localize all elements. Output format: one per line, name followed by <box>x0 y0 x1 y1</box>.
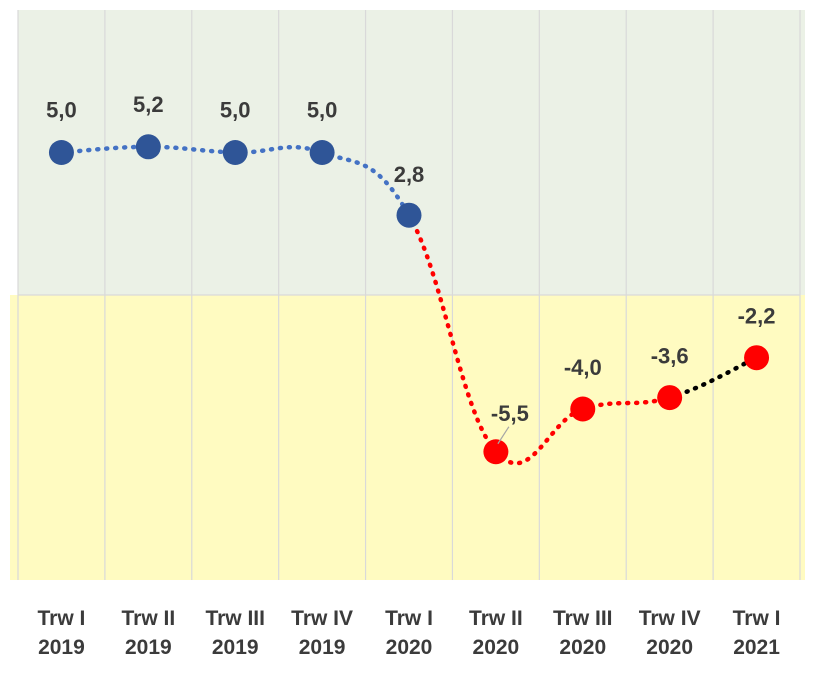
data-point <box>657 385 683 411</box>
data-point <box>396 202 422 228</box>
category-label: Trw IV 2019 <box>291 607 354 659</box>
category-label: Trw III 2020 <box>553 607 613 659</box>
data-point <box>570 396 596 422</box>
data-point <box>744 345 770 371</box>
data-label: -2,2 <box>738 304 776 329</box>
data-label: -3,6 <box>651 344 689 369</box>
data-point <box>135 134 161 160</box>
category-label: Trw III 2019 <box>205 607 265 659</box>
label-leader-line <box>497 426 510 445</box>
category-label: Trw I 2020 <box>385 607 433 659</box>
data-label: 5,0 <box>220 98 251 123</box>
data-label: 5,0 <box>46 98 77 123</box>
data-label: 5,2 <box>133 92 164 117</box>
category-label: Trw II 2020 <box>469 607 523 659</box>
data-point <box>222 140 248 165</box>
category-label: Trw I 2021 <box>732 607 781 659</box>
data-label: -5,5 <box>491 401 529 426</box>
data-point <box>483 439 509 465</box>
data-point <box>309 140 335 165</box>
category-label: Trw I 2019 <box>37 607 86 659</box>
series-line-segment <box>59 144 151 155</box>
data-point <box>48 140 74 165</box>
category-label: Trw IV 2020 <box>638 607 701 659</box>
data-label: 2,8 <box>394 162 425 187</box>
background-band-negative <box>10 295 805 580</box>
line-chart: 5,0 5,2 5,0 5,0 2,8 -5,5 -4,0 -3,6 -2,2 <box>10 10 805 580</box>
series-line-segment <box>406 212 499 454</box>
data-label: -4,0 <box>564 355 602 380</box>
series-line-segment <box>493 406 586 466</box>
background-band-positive <box>18 10 805 295</box>
category-label: Trw II 2019 <box>121 607 176 659</box>
data-label: 5,0 <box>307 98 338 123</box>
